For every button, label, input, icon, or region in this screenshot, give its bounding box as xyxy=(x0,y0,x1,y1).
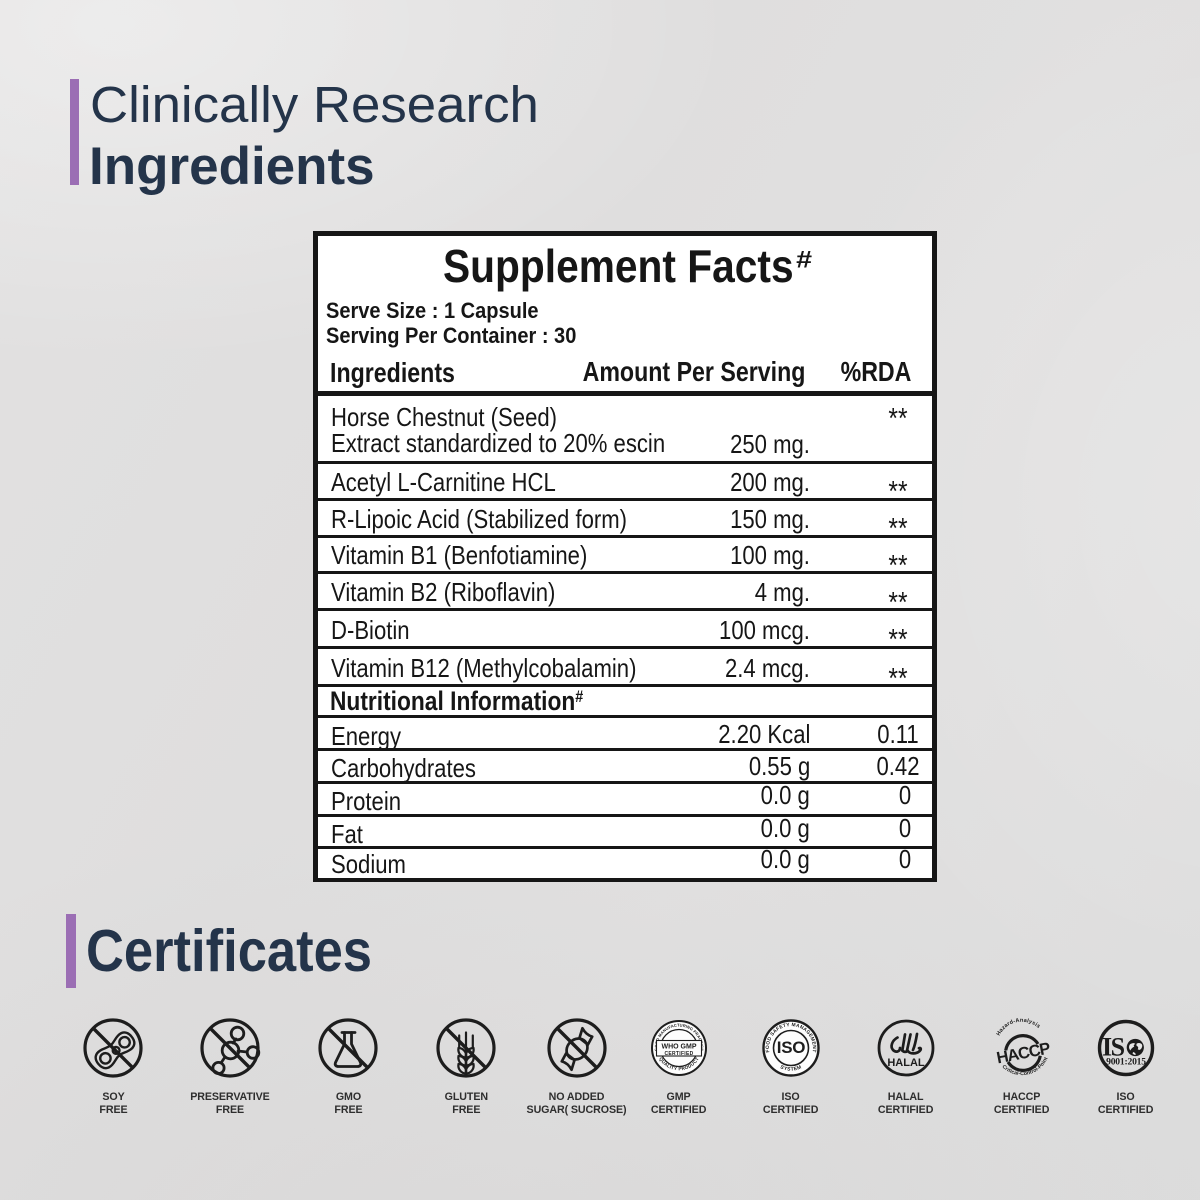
svg-text:HALAL: HALAL xyxy=(887,1057,925,1069)
svg-text:Hazard-Analysis: Hazard-Analysis xyxy=(994,1014,1042,1038)
svg-text:SYSTEM: SYSTEM xyxy=(779,1064,803,1072)
svg-text:9001:2015: 9001:2015 xyxy=(1106,1057,1146,1068)
svg-text:CERTIFIED: CERTIFIED xyxy=(664,1051,693,1057)
svg-text:ISO: ISO xyxy=(777,1038,805,1057)
svg-text:WHO GMP: WHO GMP xyxy=(662,1044,697,1051)
svg-text:IS: IS xyxy=(1102,1033,1125,1062)
